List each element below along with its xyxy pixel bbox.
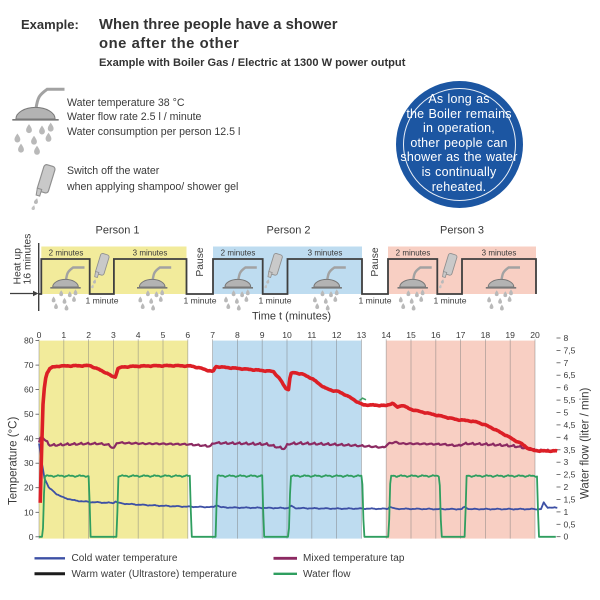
svg-text:60: 60	[24, 385, 34, 395]
svg-text:0: 0	[37, 330, 42, 340]
svg-text:4: 4	[564, 432, 569, 442]
svg-text:15: 15	[406, 330, 416, 340]
svg-text:7: 7	[210, 330, 215, 340]
svg-text:5: 5	[564, 408, 569, 418]
svg-text:1: 1	[564, 507, 569, 517]
svg-text:1 minute: 1 minute	[184, 296, 217, 306]
svg-text:10: 10	[282, 330, 292, 340]
svg-text:20: 20	[530, 330, 540, 340]
svg-text:18: 18	[481, 330, 491, 340]
svg-text:Person 2: Person 2	[266, 225, 310, 237]
svg-text:5,5: 5,5	[564, 395, 576, 405]
svg-text:3,5: 3,5	[564, 445, 576, 455]
svg-text:0: 0	[29, 532, 34, 542]
svg-text:19: 19	[505, 330, 515, 340]
svg-text:13: 13	[357, 330, 367, 340]
svg-text:9: 9	[260, 330, 265, 340]
svg-text:16 minutes: 16 minutes	[23, 234, 34, 285]
svg-text:1: 1	[61, 330, 66, 340]
svg-text:12: 12	[332, 330, 342, 340]
svg-text:1 minute: 1 minute	[86, 296, 119, 306]
svg-text:2: 2	[564, 482, 569, 492]
svg-text:70: 70	[24, 360, 34, 370]
svg-text:50: 50	[24, 409, 34, 419]
svg-text:3 minutes: 3 minutes	[482, 249, 517, 258]
svg-text:1,5: 1,5	[564, 494, 576, 504]
svg-text:80: 80	[24, 336, 34, 346]
svg-text:6: 6	[564, 383, 569, 393]
svg-text:17: 17	[456, 330, 466, 340]
svg-text:2,5: 2,5	[564, 470, 576, 480]
svg-text:5: 5	[161, 330, 166, 340]
svg-text:Mixed temperature tap: Mixed temperature tap	[303, 553, 405, 564]
svg-text:Time t (minutes): Time t (minutes)	[252, 311, 331, 323]
svg-text:11: 11	[307, 330, 316, 340]
svg-text:2 minutes: 2 minutes	[221, 249, 256, 258]
svg-text:1 minute: 1 minute	[434, 296, 467, 306]
svg-text:6: 6	[185, 330, 190, 340]
svg-text:20: 20	[24, 483, 34, 493]
svg-text:Heat up: Heat up	[13, 248, 24, 285]
svg-text:3: 3	[564, 457, 569, 467]
svg-text:2 minutes: 2 minutes	[49, 249, 84, 258]
svg-text:Temperature (°C): Temperature (°C)	[8, 417, 20, 505]
svg-text:6,5: 6,5	[564, 370, 576, 380]
svg-text:2 minutes: 2 minutes	[396, 249, 431, 258]
svg-text:Person 1: Person 1	[95, 225, 139, 237]
svg-text:Pause: Pause	[195, 247, 206, 276]
svg-text:1 minute: 1 minute	[259, 296, 292, 306]
svg-text:2: 2	[86, 330, 91, 340]
svg-text:Pause: Pause	[370, 247, 381, 276]
svg-text:30: 30	[24, 458, 34, 468]
svg-text:0,5: 0,5	[564, 519, 576, 529]
svg-text:4,5: 4,5	[564, 420, 576, 430]
svg-text:10: 10	[24, 507, 34, 517]
svg-text:0: 0	[564, 532, 569, 542]
svg-text:1 minute: 1 minute	[359, 296, 392, 306]
svg-text:Water flow (liter / min): Water flow (liter / min)	[580, 387, 592, 499]
svg-text:Warm water (Ultrastore) temper: Warm water (Ultrastore) temperature	[72, 569, 238, 580]
svg-text:8: 8	[564, 333, 569, 343]
svg-text:3 minutes: 3 minutes	[133, 249, 168, 258]
svg-text:7,5: 7,5	[564, 345, 576, 355]
svg-text:8: 8	[235, 330, 240, 340]
svg-text:Person 3: Person 3	[440, 225, 484, 237]
svg-text:3: 3	[111, 330, 116, 340]
svg-text:Cold water temperature: Cold water temperature	[72, 553, 178, 564]
svg-text:16: 16	[431, 330, 441, 340]
svg-text:14: 14	[381, 330, 391, 340]
svg-text:Water flow: Water flow	[303, 569, 351, 580]
svg-text:7: 7	[564, 358, 569, 368]
svg-text:4: 4	[136, 330, 141, 340]
svg-text:3 minutes: 3 minutes	[308, 249, 343, 258]
svg-text:40: 40	[24, 434, 34, 444]
